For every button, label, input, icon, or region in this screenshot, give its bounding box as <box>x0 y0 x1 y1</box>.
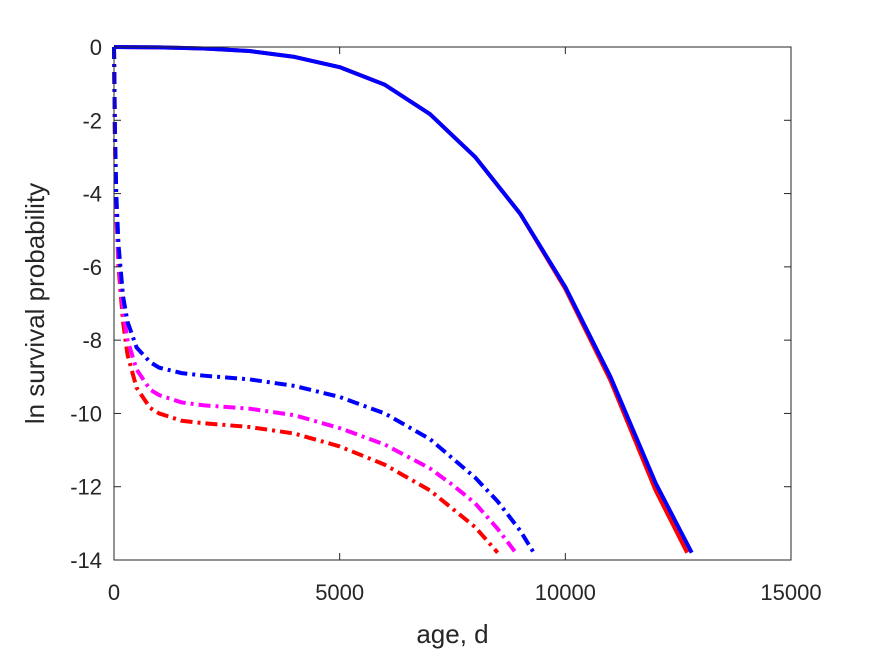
series-line-4 <box>112 46 518 554</box>
x-tick-label: 0 <box>108 580 120 605</box>
series-line-1 <box>113 45 689 554</box>
x-tick-label: 10000 <box>535 580 596 605</box>
series-line-2 <box>113 45 694 554</box>
y-tick-label: -8 <box>82 328 102 353</box>
y-tick-label: -6 <box>82 255 102 280</box>
x-axis-title: age, d <box>416 619 488 649</box>
y-tick-label: -10 <box>70 401 102 426</box>
plot-frame <box>113 46 792 561</box>
y-axis-title: ln survival probability <box>20 183 50 424</box>
plot-lines <box>112 45 694 554</box>
axis-tick-labels: 0 5000 10000 15000 0 -2 -4 -6 -8 -10 -12 -14 <box>70 35 821 605</box>
y-tick-label: 0 <box>90 35 102 60</box>
y-tick-label: -2 <box>82 108 102 133</box>
y-tick-label: -14 <box>70 548 102 573</box>
axis-ticks <box>113 46 792 561</box>
series-line-5 <box>112 46 536 554</box>
y-tick-label: -12 <box>70 475 102 500</box>
x-tick-label: 5000 <box>315 580 364 605</box>
y-tick-label: -4 <box>82 182 102 207</box>
x-tick-label: 15000 <box>760 580 821 605</box>
